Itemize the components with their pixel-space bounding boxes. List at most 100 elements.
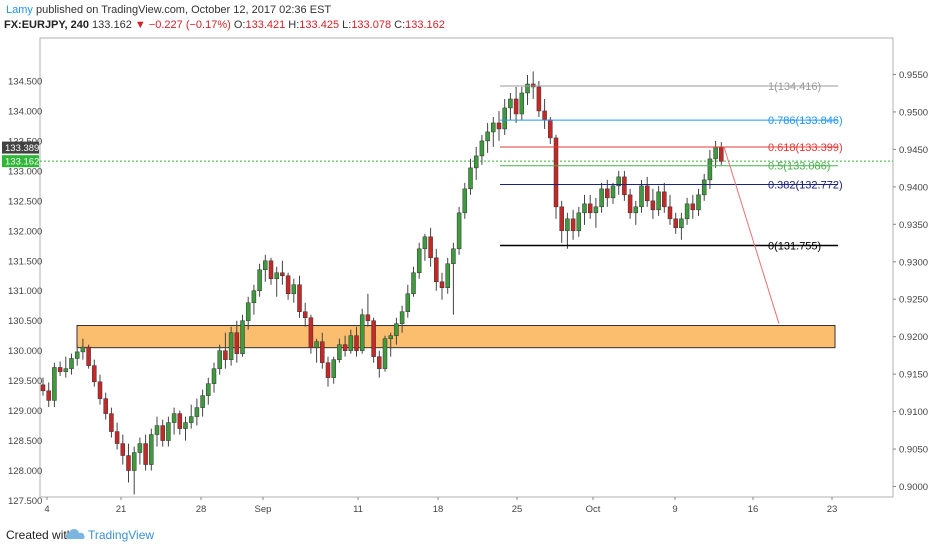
candle-body bbox=[320, 341, 325, 363]
left-tick-label: 128.000 bbox=[8, 466, 42, 477]
right-tick-label: 0.9450 bbox=[899, 145, 928, 156]
candle-body bbox=[570, 218, 576, 232]
candle-body bbox=[86, 346, 91, 366]
symbol-ohlc-line: FX:EURJPY, 240 133.162 ▼ −0.227 (−0.17%)… bbox=[4, 19, 445, 31]
created-with-text: Created with bbox=[6, 528, 74, 542]
candle-body bbox=[131, 452, 137, 471]
candle-body bbox=[57, 367, 63, 372]
candle-body bbox=[234, 332, 240, 354]
candle-body bbox=[245, 302, 251, 321]
tradingview-logo-icon bbox=[66, 529, 85, 539]
candle-body bbox=[200, 395, 205, 408]
candle-body bbox=[428, 236, 433, 259]
candle-body bbox=[530, 83, 536, 88]
candle-body bbox=[502, 107, 507, 130]
left-tick-label: 133.000 bbox=[8, 166, 42, 177]
candle-body bbox=[280, 272, 285, 277]
candle-body bbox=[285, 275, 291, 294]
candle-body bbox=[548, 119, 553, 139]
candle-body bbox=[610, 185, 616, 199]
x-tick-label: 9 bbox=[672, 504, 677, 515]
right-price-axis[interactable]: 0.9000 0.9050 0.9100 0.9150 0.9200 0.9250 0.93… bbox=[893, 70, 928, 493]
left-tick-label: 134.500 bbox=[8, 76, 42, 87]
time-axis[interactable]: 4 21 28 Sep 11 18 25 Oct 9 16 23 bbox=[44, 497, 837, 515]
low-value: 133.078 bbox=[351, 19, 392, 31]
candle-body bbox=[468, 167, 473, 190]
candle-body bbox=[662, 191, 667, 208]
publish-line: Lamy published on TradingView.com, Octob… bbox=[6, 4, 331, 16]
close-label: C: bbox=[394, 19, 406, 31]
high-value: 133.425 bbox=[299, 19, 340, 31]
support-zone-box bbox=[76, 325, 836, 349]
tradingview-brand-link[interactable]: TradingView bbox=[88, 528, 155, 542]
right-tick-label: 0.9250 bbox=[899, 295, 928, 306]
fib-level-label: 0(131.755) bbox=[768, 240, 821, 252]
candle-body bbox=[439, 281, 445, 288]
right-tick-label: 0.9050 bbox=[899, 445, 928, 456]
candle-body bbox=[434, 257, 439, 283]
candle-body bbox=[416, 248, 422, 274]
candle-body bbox=[679, 218, 684, 229]
candle-body bbox=[701, 179, 707, 196]
candle-body bbox=[382, 338, 388, 369]
candle-body bbox=[257, 269, 262, 291]
left-tick-label: 132.000 bbox=[8, 226, 42, 237]
candle-body bbox=[69, 358, 74, 369]
candle-body bbox=[559, 206, 564, 232]
left-tick-label: 127.500 bbox=[8, 496, 42, 507]
projection-group bbox=[723, 146, 780, 324]
candle-body bbox=[462, 188, 468, 214]
low-label: L: bbox=[342, 19, 352, 31]
candle-body bbox=[445, 263, 450, 288]
candle-body bbox=[690, 203, 696, 211]
last-price: 133.162 bbox=[92, 19, 132, 31]
candle-body bbox=[473, 155, 479, 169]
candle-body bbox=[74, 351, 80, 359]
author-link[interactable]: Lamy bbox=[6, 4, 33, 16]
candle-body bbox=[399, 311, 405, 324]
open-label: O: bbox=[233, 19, 246, 31]
candle-body bbox=[325, 362, 331, 378]
fib-level-label: 0.618(133.399) bbox=[768, 142, 843, 154]
candle-body bbox=[525, 83, 530, 94]
candle-body bbox=[377, 356, 382, 369]
x-tick-label: 21 bbox=[116, 504, 127, 515]
candles-group bbox=[40, 71, 893, 495]
candle-body bbox=[217, 350, 222, 369]
candle-body bbox=[143, 443, 148, 465]
x-tick-label: Oct bbox=[586, 504, 601, 515]
candle-body bbox=[166, 422, 171, 441]
candle-body bbox=[633, 206, 639, 214]
candle-body bbox=[587, 203, 593, 214]
fibonacci-retracement[interactable]: 1(134.416) 0.786(133.846) 0.618(133.399) 0.… bbox=[500, 81, 843, 252]
candle-body bbox=[308, 317, 314, 348]
candle-body bbox=[696, 194, 701, 211]
candle-body bbox=[456, 212, 462, 250]
candle-body bbox=[582, 203, 587, 214]
candle-body bbox=[496, 122, 502, 130]
candle-body bbox=[46, 390, 51, 401]
left-tick-label: 129.000 bbox=[8, 406, 42, 417]
candle-body bbox=[405, 293, 411, 312]
right-tick-label: 0.9100 bbox=[899, 407, 928, 418]
candle-body bbox=[342, 344, 348, 351]
candle-body bbox=[365, 314, 371, 321]
candle-body bbox=[137, 443, 143, 453]
symbol-label[interactable]: FX:EURJPY, 240 bbox=[4, 19, 89, 31]
candle-body bbox=[371, 320, 376, 357]
candle-body bbox=[422, 236, 428, 250]
chart-header: Lamy published on TradingView.com, Octob… bbox=[0, 0, 932, 34]
right-tick-label: 0.9150 bbox=[899, 370, 928, 381]
candle-body bbox=[240, 320, 245, 354]
candle-body bbox=[223, 350, 228, 360]
down-arrow-icon: ▼ bbox=[134, 19, 146, 31]
price-chart[interactable]: 1(134.416) 0.786(133.846) 0.618(133.399) 0.… bbox=[0, 0, 932, 520]
x-tick-label: 23 bbox=[827, 504, 838, 515]
candle-body bbox=[52, 367, 57, 401]
left-price-axis[interactable]: 127.500 128.000 128.500 129.000 129.500 130.0… bbox=[2, 76, 42, 507]
x-tick-label: Sep bbox=[255, 504, 272, 515]
right-tick-label: 0.9200 bbox=[899, 332, 928, 343]
price-label-text: 133.162 bbox=[5, 157, 39, 168]
high-label: H: bbox=[288, 19, 300, 31]
candle-body bbox=[188, 416, 194, 423]
